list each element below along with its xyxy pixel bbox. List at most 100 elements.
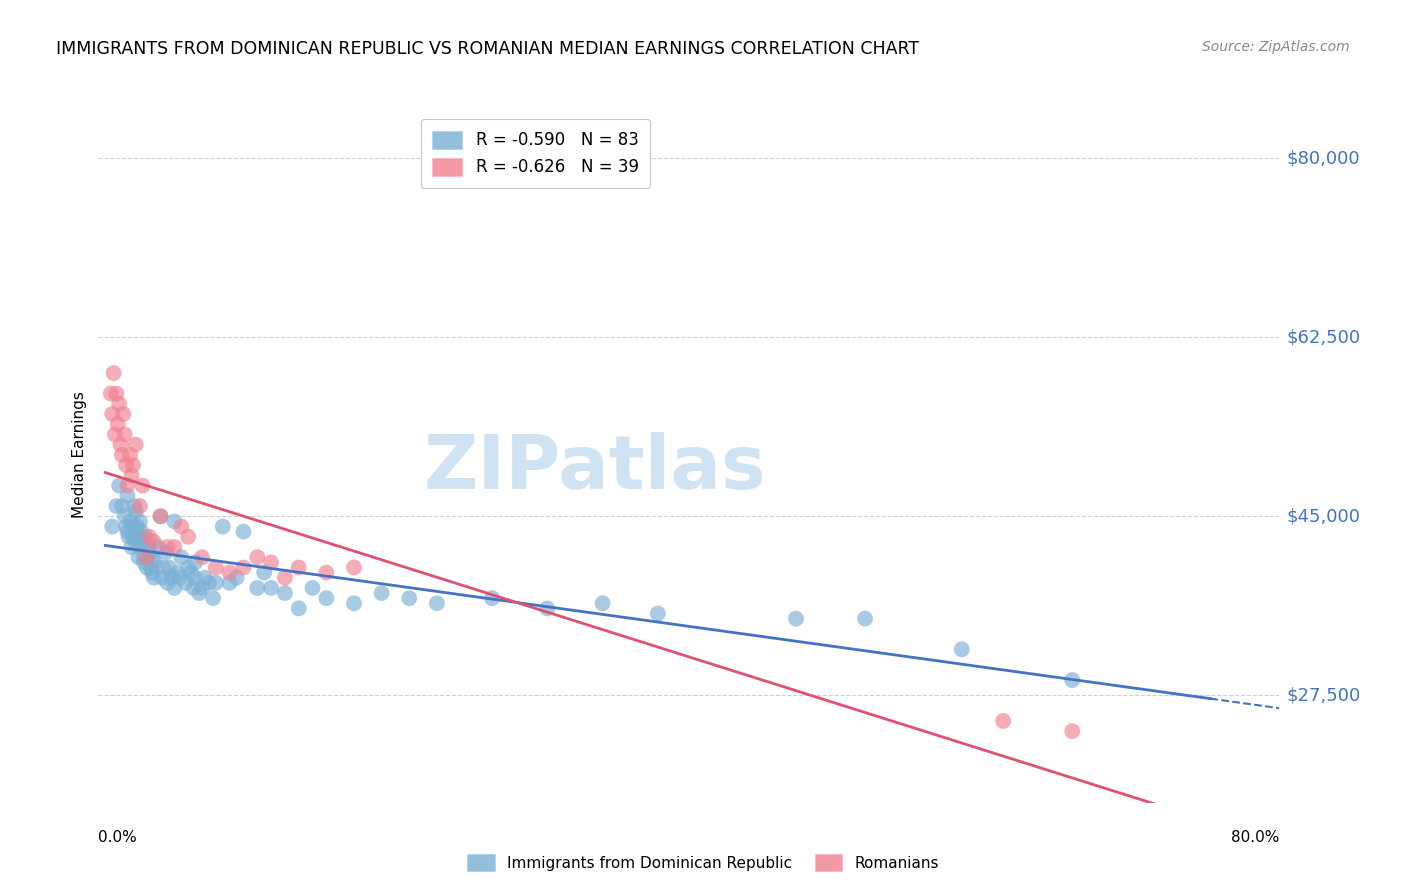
- Point: [132, 550, 155, 565]
- Point: [120, 448, 142, 462]
- Point: [118, 530, 141, 544]
- Point: [107, 417, 129, 432]
- Point: [287, 601, 309, 615]
- Point: [115, 519, 138, 533]
- Point: [188, 586, 211, 600]
- Point: [232, 524, 254, 539]
- Point: [647, 607, 669, 621]
- Point: [127, 519, 149, 533]
- Point: [205, 575, 228, 590]
- Point: [117, 489, 139, 503]
- Point: [246, 581, 269, 595]
- Point: [160, 571, 183, 585]
- Point: [246, 550, 269, 565]
- Text: IMMIGRANTS FROM DOMINICAN REPUBLIC VS ROMANIAN MEDIAN EARNINGS CORRELATION CHART: IMMIGRANTS FROM DOMINICAN REPUBLIC VS RO…: [56, 40, 920, 58]
- Point: [853, 612, 876, 626]
- Text: $62,500: $62,500: [1286, 328, 1361, 346]
- Point: [122, 530, 145, 544]
- Point: [105, 386, 128, 401]
- Point: [301, 581, 323, 595]
- Point: [177, 560, 200, 574]
- Point: [274, 571, 297, 585]
- Point: [180, 566, 202, 580]
- Point: [127, 530, 149, 544]
- Point: [117, 524, 139, 539]
- Point: [114, 427, 136, 442]
- Point: [112, 407, 135, 421]
- Point: [128, 499, 150, 513]
- Text: $80,000: $80,000: [1286, 149, 1360, 167]
- Legend: Immigrants from Dominican Republic, Romanians: Immigrants from Dominican Republic, Roma…: [458, 845, 948, 880]
- Point: [1062, 673, 1084, 687]
- Point: [152, 560, 174, 574]
- Point: [184, 555, 207, 569]
- Point: [135, 550, 157, 565]
- Point: [138, 530, 160, 544]
- Point: [149, 509, 172, 524]
- Point: [108, 397, 131, 411]
- Point: [124, 499, 146, 513]
- Point: [253, 566, 276, 580]
- Point: [141, 566, 163, 580]
- Point: [122, 519, 145, 533]
- Point: [163, 515, 186, 529]
- Legend: R = -0.590   N = 83, R = -0.626   N = 39: R = -0.590 N = 83, R = -0.626 N = 39: [420, 119, 650, 188]
- Point: [191, 581, 214, 595]
- Point: [125, 438, 148, 452]
- Point: [129, 524, 152, 539]
- Point: [105, 499, 128, 513]
- Point: [132, 555, 155, 569]
- Point: [287, 560, 309, 574]
- Point: [136, 540, 159, 554]
- Point: [370, 586, 392, 600]
- Point: [785, 612, 807, 626]
- Point: [121, 468, 143, 483]
- Point: [139, 560, 162, 574]
- Point: [218, 566, 240, 580]
- Point: [211, 519, 233, 533]
- Point: [174, 575, 197, 590]
- Point: [134, 530, 156, 544]
- Point: [194, 571, 217, 585]
- Point: [274, 586, 297, 600]
- Point: [101, 519, 124, 533]
- Point: [122, 458, 145, 472]
- Point: [170, 550, 193, 565]
- Point: [205, 560, 228, 574]
- Text: Source: ZipAtlas.com: Source: ZipAtlas.com: [1202, 40, 1350, 54]
- Point: [166, 566, 188, 580]
- Point: [111, 448, 134, 462]
- Point: [218, 575, 240, 590]
- Point: [177, 530, 200, 544]
- Point: [155, 545, 177, 559]
- Point: [169, 571, 191, 585]
- Point: [163, 581, 186, 595]
- Point: [170, 519, 193, 533]
- Point: [156, 540, 179, 554]
- Point: [993, 714, 1015, 728]
- Point: [108, 478, 131, 492]
- Point: [111, 499, 134, 513]
- Point: [950, 642, 973, 657]
- Point: [131, 534, 153, 549]
- Point: [141, 550, 163, 565]
- Point: [131, 478, 153, 492]
- Point: [149, 509, 172, 524]
- Text: $27,500: $27,500: [1286, 686, 1361, 705]
- Point: [183, 581, 205, 595]
- Point: [142, 534, 165, 549]
- Point: [121, 540, 143, 554]
- Point: [103, 366, 125, 380]
- Point: [343, 560, 366, 574]
- Point: [592, 596, 614, 610]
- Point: [125, 534, 148, 549]
- Text: 80.0%: 80.0%: [1232, 830, 1279, 845]
- Text: 0.0%: 0.0%: [98, 830, 138, 845]
- Text: ZIPatlas: ZIPatlas: [423, 433, 766, 506]
- Point: [398, 591, 420, 606]
- Point: [142, 571, 165, 585]
- Point: [426, 596, 449, 610]
- Point: [150, 571, 173, 585]
- Point: [100, 386, 122, 401]
- Point: [343, 596, 366, 610]
